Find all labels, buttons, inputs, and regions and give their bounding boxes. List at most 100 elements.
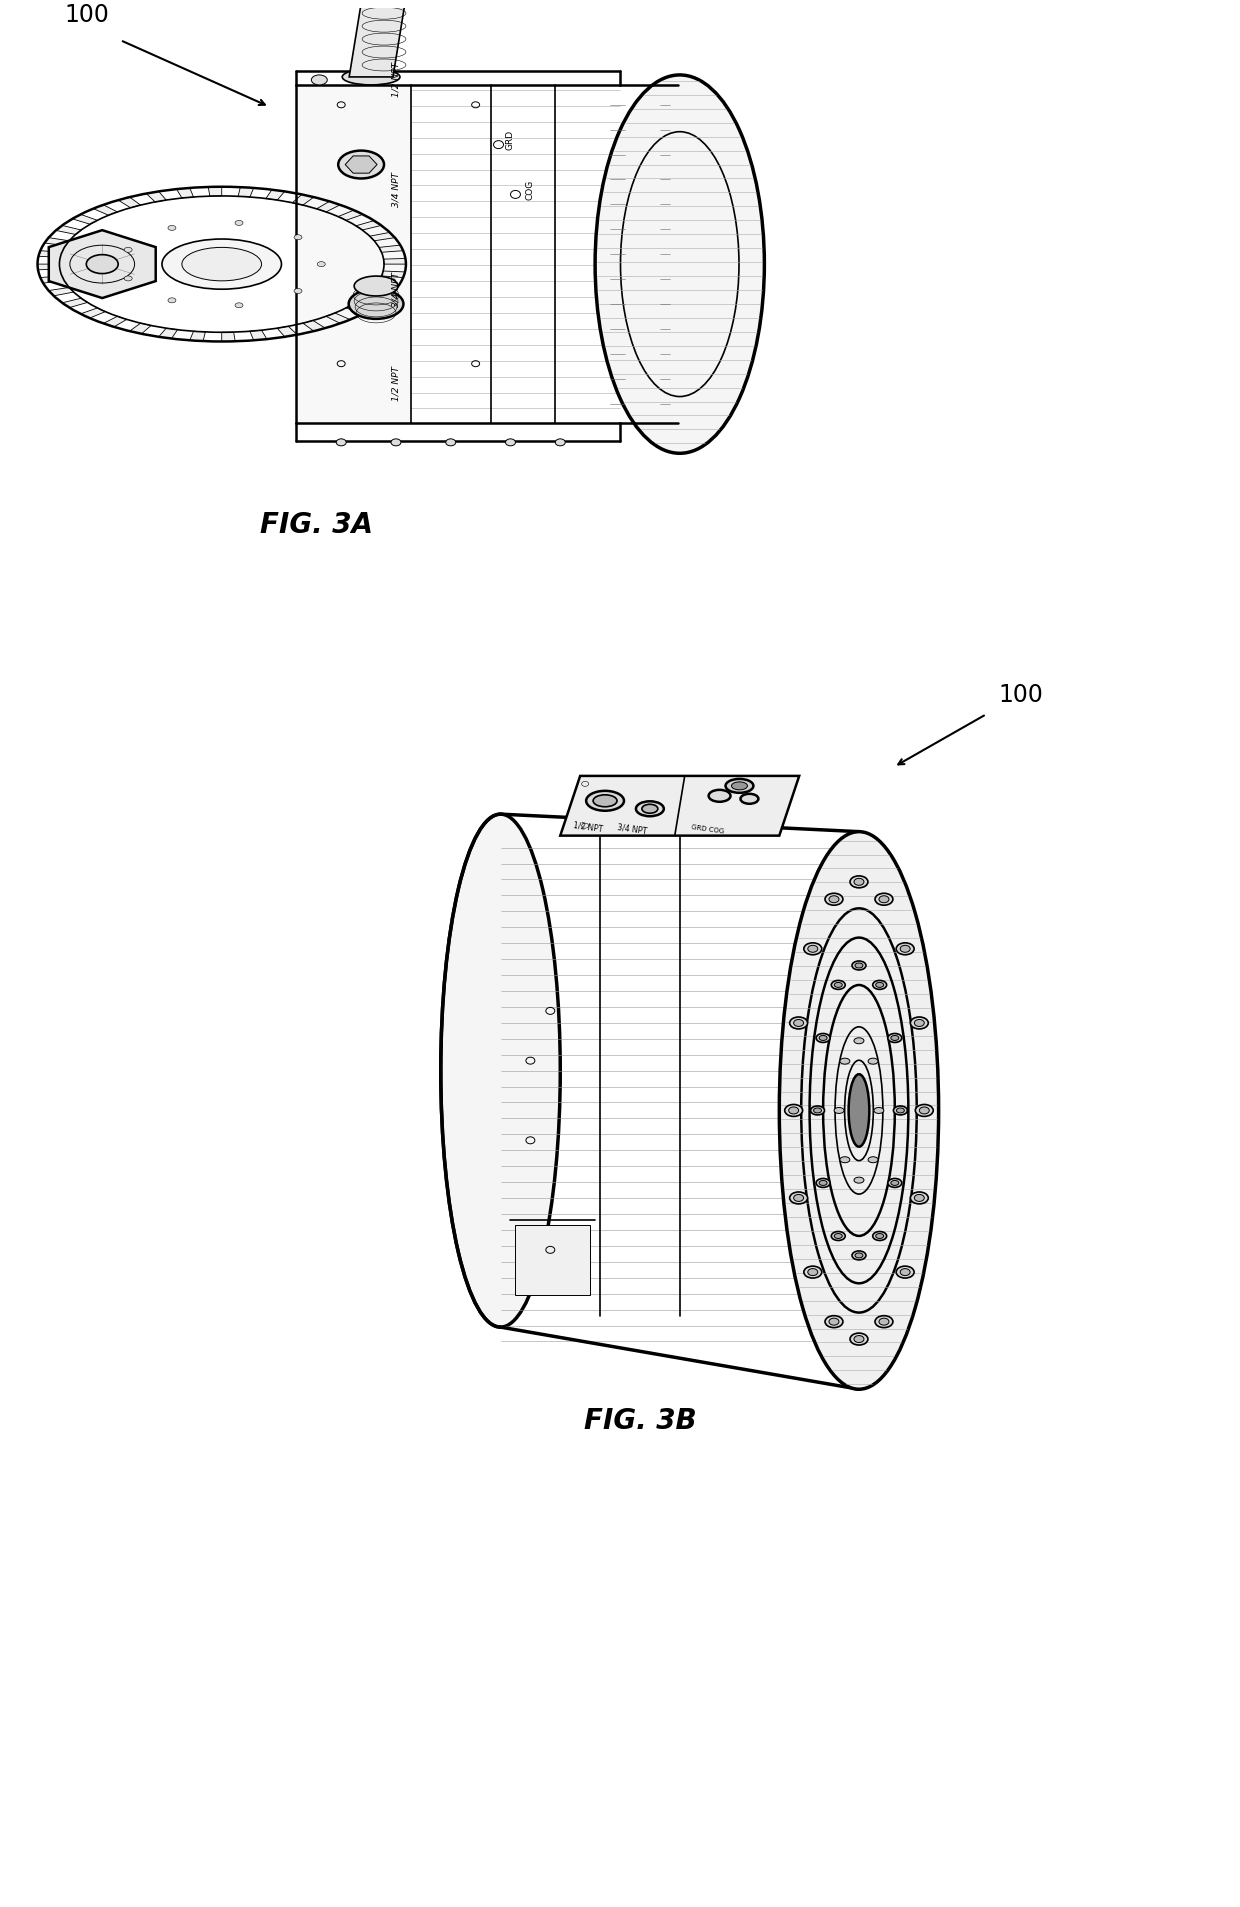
Ellipse shape bbox=[888, 1179, 901, 1188]
Ellipse shape bbox=[897, 1266, 914, 1278]
Ellipse shape bbox=[790, 1192, 807, 1203]
Ellipse shape bbox=[807, 946, 817, 952]
Ellipse shape bbox=[839, 1058, 849, 1064]
Ellipse shape bbox=[167, 297, 176, 303]
Ellipse shape bbox=[854, 1335, 864, 1343]
Ellipse shape bbox=[888, 1034, 901, 1043]
Ellipse shape bbox=[294, 235, 303, 240]
Ellipse shape bbox=[914, 1194, 924, 1201]
Ellipse shape bbox=[339, 151, 384, 179]
Polygon shape bbox=[93, 204, 118, 215]
Ellipse shape bbox=[879, 896, 889, 902]
Ellipse shape bbox=[873, 1232, 887, 1240]
Ellipse shape bbox=[789, 1106, 799, 1114]
Text: 1/2 NPT: 1/2 NPT bbox=[392, 366, 401, 400]
Ellipse shape bbox=[874, 1108, 884, 1114]
Ellipse shape bbox=[897, 1108, 904, 1114]
Text: 1/2 NPT: 1/2 NPT bbox=[392, 63, 401, 97]
Ellipse shape bbox=[807, 1268, 817, 1276]
Ellipse shape bbox=[317, 261, 325, 267]
Ellipse shape bbox=[856, 1253, 863, 1259]
Ellipse shape bbox=[816, 1034, 830, 1043]
Ellipse shape bbox=[890, 1180, 899, 1186]
Ellipse shape bbox=[732, 782, 748, 789]
Ellipse shape bbox=[236, 303, 243, 307]
Polygon shape bbox=[222, 332, 236, 341]
Ellipse shape bbox=[804, 1266, 822, 1278]
Ellipse shape bbox=[311, 74, 327, 86]
Ellipse shape bbox=[914, 1020, 924, 1026]
Text: FIG. 3B: FIG. 3B bbox=[584, 1407, 696, 1436]
Polygon shape bbox=[45, 238, 69, 246]
Ellipse shape bbox=[875, 892, 893, 906]
Ellipse shape bbox=[124, 277, 133, 280]
Polygon shape bbox=[516, 1224, 590, 1295]
Polygon shape bbox=[346, 303, 371, 315]
Ellipse shape bbox=[900, 946, 910, 952]
Text: 3/4 NPT: 3/4 NPT bbox=[616, 822, 647, 835]
Ellipse shape bbox=[875, 1234, 884, 1238]
Text: COG: COG bbox=[526, 179, 534, 200]
Ellipse shape bbox=[636, 801, 663, 816]
Polygon shape bbox=[103, 317, 126, 326]
Ellipse shape bbox=[556, 439, 565, 446]
Polygon shape bbox=[350, 0, 405, 76]
Ellipse shape bbox=[708, 789, 730, 801]
Polygon shape bbox=[48, 231, 156, 297]
Ellipse shape bbox=[816, 1179, 830, 1188]
Ellipse shape bbox=[839, 1158, 849, 1163]
Ellipse shape bbox=[794, 1020, 804, 1026]
Text: 3/4 NPT: 3/4 NPT bbox=[392, 271, 401, 307]
Ellipse shape bbox=[868, 1158, 878, 1163]
Ellipse shape bbox=[873, 980, 887, 990]
Polygon shape bbox=[37, 263, 60, 269]
Ellipse shape bbox=[725, 778, 754, 793]
Ellipse shape bbox=[182, 248, 262, 280]
Ellipse shape bbox=[910, 1192, 929, 1203]
Ellipse shape bbox=[854, 879, 864, 885]
Ellipse shape bbox=[852, 961, 866, 971]
Ellipse shape bbox=[813, 1108, 822, 1114]
Text: 100: 100 bbox=[64, 4, 109, 27]
Polygon shape bbox=[278, 326, 298, 338]
Ellipse shape bbox=[831, 1232, 846, 1240]
Polygon shape bbox=[316, 202, 340, 212]
Ellipse shape bbox=[852, 1251, 866, 1261]
Ellipse shape bbox=[124, 248, 133, 252]
Polygon shape bbox=[379, 246, 403, 252]
Polygon shape bbox=[62, 297, 88, 307]
Ellipse shape bbox=[779, 831, 939, 1388]
Ellipse shape bbox=[391, 439, 401, 446]
Ellipse shape bbox=[336, 439, 346, 446]
Ellipse shape bbox=[910, 1016, 929, 1030]
Ellipse shape bbox=[587, 791, 624, 810]
Ellipse shape bbox=[919, 1106, 929, 1114]
Ellipse shape bbox=[849, 1333, 868, 1344]
Ellipse shape bbox=[348, 290, 403, 318]
Polygon shape bbox=[41, 277, 64, 282]
Polygon shape bbox=[190, 332, 206, 341]
Text: 100: 100 bbox=[998, 683, 1043, 707]
Ellipse shape bbox=[355, 277, 398, 296]
Ellipse shape bbox=[835, 1108, 844, 1114]
Ellipse shape bbox=[236, 221, 243, 225]
Polygon shape bbox=[56, 225, 81, 235]
Ellipse shape bbox=[811, 1106, 825, 1116]
Ellipse shape bbox=[830, 896, 839, 902]
Ellipse shape bbox=[595, 74, 764, 454]
Ellipse shape bbox=[890, 1036, 899, 1041]
Ellipse shape bbox=[440, 814, 560, 1327]
Polygon shape bbox=[339, 210, 363, 221]
Ellipse shape bbox=[868, 1058, 878, 1064]
Ellipse shape bbox=[830, 1318, 839, 1325]
Ellipse shape bbox=[445, 439, 456, 446]
Text: 1/2 NPT: 1/2 NPT bbox=[573, 820, 604, 833]
Ellipse shape bbox=[835, 982, 842, 988]
Polygon shape bbox=[383, 259, 405, 263]
Ellipse shape bbox=[87, 256, 118, 273]
Polygon shape bbox=[265, 189, 285, 200]
Polygon shape bbox=[208, 187, 222, 196]
Ellipse shape bbox=[294, 288, 303, 294]
Ellipse shape bbox=[856, 963, 863, 969]
Ellipse shape bbox=[825, 892, 843, 906]
